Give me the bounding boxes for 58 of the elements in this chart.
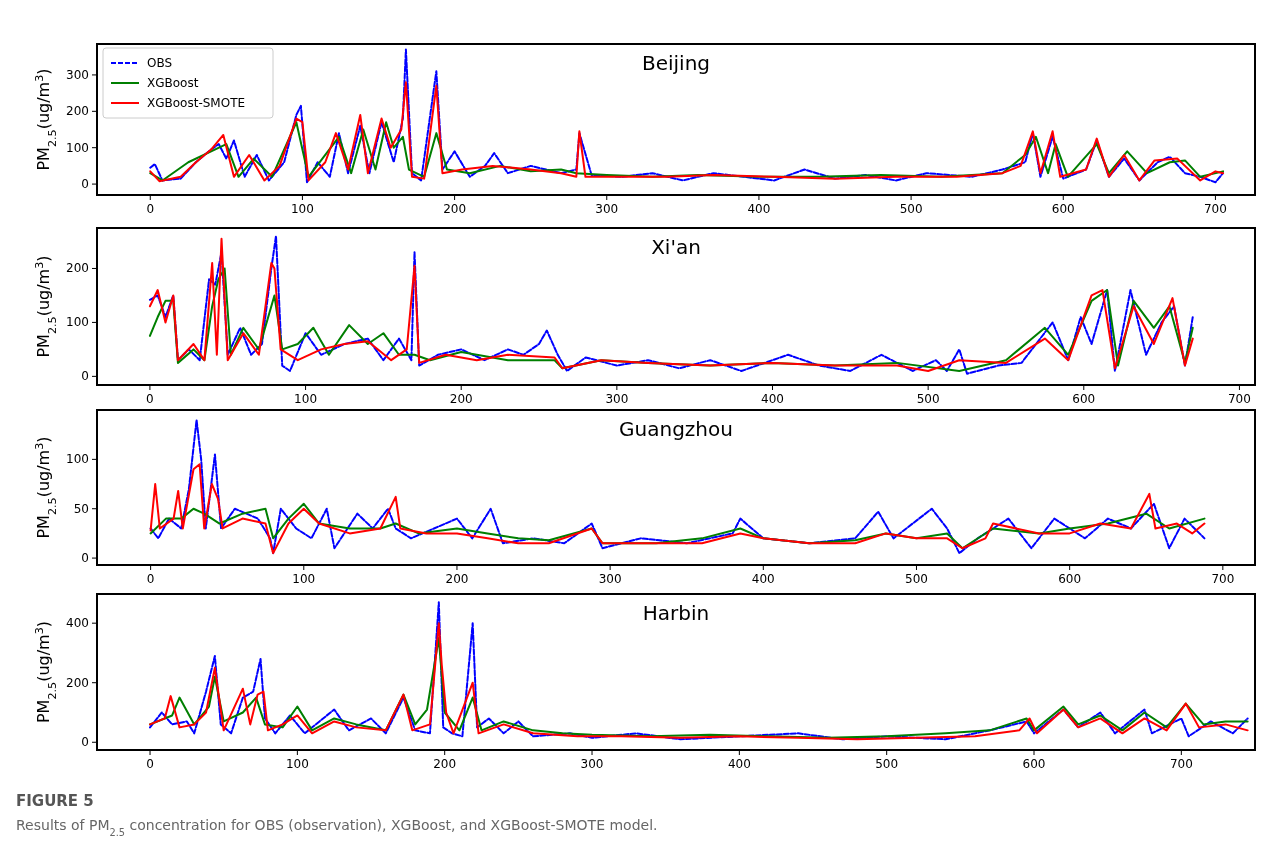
x-tick-label: 100 [294, 392, 318, 406]
x-tick-label: 600 [1051, 202, 1075, 216]
x-tick-label: 600 [1022, 757, 1046, 771]
x-tick-label: 700 [1169, 757, 1193, 771]
y-tick-label: 200 [66, 104, 89, 119]
x-tick-label: 600 [1058, 572, 1082, 586]
x-tick-label: 500 [905, 572, 928, 586]
x-tick-label: 100 [292, 572, 316, 586]
chart-title: Harbin [642, 601, 710, 625]
x-tick-label: 0 [146, 392, 154, 406]
x-tick-label: 0 [146, 572, 155, 586]
x-tick-label: 300 [605, 392, 629, 406]
x-tick-label: 400 [747, 202, 771, 216]
x-tick-label: 0 [146, 757, 154, 771]
legend-label: XGBoost [147, 76, 199, 90]
x-tick-label: 300 [598, 572, 622, 586]
x-tick-label: 500 [875, 757, 899, 771]
legend-label: XGBoost-SMOTE [147, 96, 246, 110]
y-tick-label: 100 [66, 140, 89, 155]
x-tick-label: 700 [1203, 202, 1227, 216]
x-tick-label: 100 [290, 202, 314, 216]
x-tick-label: 300 [580, 757, 604, 771]
text: Results of PM$_{2.5}$ concentration for OBS (observation), XGBoost, and XGBoost-SMOTE model. [16, 817, 658, 838]
legend-label: OBS [147, 56, 173, 70]
y-tick-label: 50 [73, 501, 89, 516]
line-series [149, 463, 1206, 555]
x-tick-label: 400 [761, 392, 784, 406]
y-tick-label: 100 [66, 315, 89, 330]
x-tick-label: 100 [285, 757, 309, 771]
y-tick-label: 0 [81, 177, 89, 192]
chart-title: Guangzhou [619, 417, 733, 441]
y-tick-label: 200 [66, 261, 89, 276]
y-tick-label: 100 [66, 452, 89, 467]
x-tick-label: 0 [146, 202, 155, 216]
line-series [149, 418, 1206, 555]
x-tick-label: 200 [443, 202, 467, 216]
line-series [149, 121, 1225, 182]
x-tick-label: 700 [1211, 572, 1235, 586]
x-tick-label: 200 [445, 572, 469, 586]
caption: FIGURE 5 [16, 792, 94, 810]
x-tick-label: 200 [433, 757, 457, 771]
y-tick-label: 0 [81, 551, 89, 566]
y-tick-label: 0 [81, 369, 89, 384]
chart-title: Xi'an [651, 235, 701, 259]
y-tick-label: 0 [81, 735, 89, 750]
y-tick-label: 400 [66, 616, 89, 631]
x-tick-label: 600 [1072, 392, 1096, 406]
line-series [149, 48, 1225, 184]
x-tick-label: 700 [1227, 392, 1251, 406]
x-tick-label: 300 [595, 202, 619, 216]
y-tick-label: 200 [66, 675, 89, 690]
x-tick-label: 500 [899, 202, 923, 216]
x-tick-label: 500 [916, 392, 940, 406]
x-tick-label: 400 [751, 572, 775, 586]
x-tick-label: 400 [727, 757, 751, 771]
x-tick-label: 200 [449, 392, 473, 406]
y-tick-label: 300 [66, 67, 89, 82]
chart-title: Beijing [641, 51, 711, 75]
